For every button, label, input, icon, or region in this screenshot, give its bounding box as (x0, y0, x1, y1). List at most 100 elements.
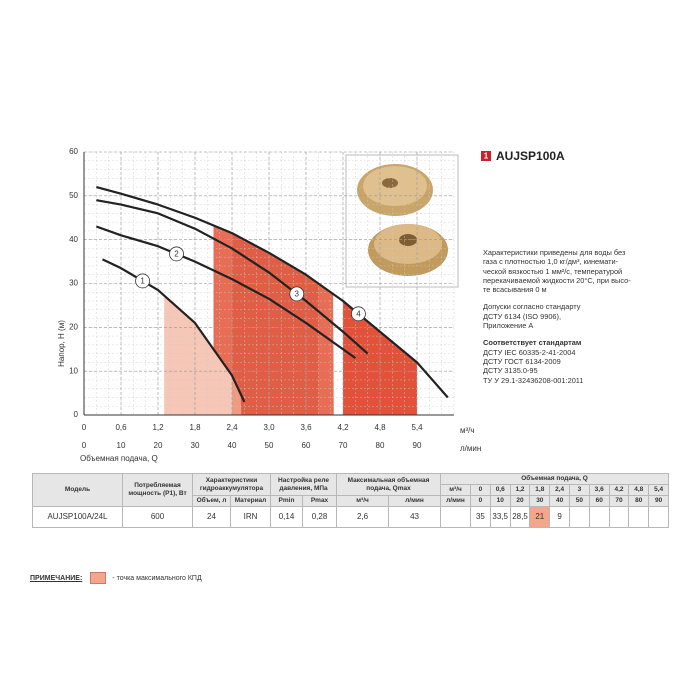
x2-tick-label: 70 (339, 441, 348, 450)
curve-label-circle (169, 246, 184, 262)
y-tick-label: 10 (69, 366, 78, 375)
text-line: Приложение А (483, 321, 534, 331)
table-cell: 10 (489, 495, 511, 507)
table-row: Модель Потребляемая мощность (P1), Вт Хара… (32, 473, 670, 507)
note-text: - точка максимального КПД (112, 574, 202, 582)
table-cell: 90 (648, 495, 670, 507)
x-tick-label: 1,2 (152, 423, 164, 432)
table-cell: IRN (230, 506, 271, 528)
text-line: ДСТУ ГОСТ 6134-2009 (483, 356, 561, 366)
text-line: газа с плотностью 1,0 кг/дм³, кинемати- (483, 257, 619, 267)
table-cell: 600 (122, 506, 193, 528)
text-line: ТУ У 29.1-32436208-001:2011 (483, 375, 584, 385)
x2-tick-label: 10 (117, 441, 126, 450)
note: ПРИМЕЧАНИЕ: - точка максимального КПД (30, 572, 202, 584)
description: Характеристики приведены для воды без газ… (483, 248, 631, 393)
x2-tick-label: 80 (376, 441, 385, 450)
table-cell: 60 (588, 495, 610, 507)
x2-tick-label: 60 (302, 441, 311, 450)
table-cell: Объем, л (192, 495, 231, 507)
table-cell: 3 (569, 484, 590, 496)
text-line: те всасывания 0 м (483, 285, 547, 295)
table-cell (648, 506, 670, 528)
legend-swatch (90, 572, 107, 584)
table-cell: 35 (470, 506, 491, 528)
table-cell: м³/ч (336, 495, 390, 507)
table-cell: 70 (608, 495, 630, 507)
curve-label: 4 (356, 309, 361, 318)
x2-tick-label: 40 (228, 441, 237, 450)
text-line: Характеристики приведены для воды без (483, 248, 626, 257)
table-cell: м³/ч (440, 484, 472, 496)
x-tick-label: 0,6 (115, 423, 127, 432)
x-tick-label: 0 (82, 423, 87, 432)
text-line: ческой вязкостью 1 мм²/с, температурой (483, 266, 623, 276)
curve (102, 258, 246, 403)
x-axis-label: Объемная подача, Q (80, 454, 158, 463)
table-cell: л/мин (388, 495, 442, 507)
table-cell: 0 (470, 495, 491, 507)
table-cell: 24 (192, 506, 231, 528)
table-cell: 2,6 (336, 506, 390, 528)
x2-tick-label: 0 (82, 441, 87, 450)
table-cell: Модель (32, 473, 123, 507)
x2-tick-label: 90 (413, 441, 422, 450)
curve (95, 225, 356, 359)
table-cell: 4,8 (628, 484, 650, 496)
shaded-area (232, 375, 242, 415)
table-cell: 80 (628, 495, 650, 507)
curve-label: 2 (174, 250, 179, 259)
table-cell: 3,6 (588, 484, 610, 496)
table-cell: 9 (549, 506, 570, 528)
table-cell: 1,2 (509, 484, 531, 496)
table-cell: 2,4 (549, 484, 570, 496)
curve-label-circle (289, 286, 305, 302)
table-cell: Pmax (301, 495, 338, 507)
x-tick-label: 4,8 (374, 423, 386, 432)
table-cell (608, 506, 630, 528)
y-tick-label: 30 (69, 279, 78, 288)
paragraph: Характеристики приведены для воды без газ… (483, 248, 631, 294)
table-cell: 28,5 (509, 506, 531, 528)
table-cell: 0,14 (270, 506, 303, 528)
text-line: ДСТУ IEC 60335-2-41-2004 (483, 347, 576, 357)
title-badge (481, 151, 491, 161)
curve-label-circle (135, 273, 150, 289)
table-cell (440, 506, 472, 528)
table-cell: 40 (549, 495, 570, 507)
table-cell: 5,4 (648, 484, 670, 496)
table-cell: Характеристики гидроаккумулятора (192, 473, 271, 496)
curve-label: 3 (295, 290, 300, 299)
table-cell: AUJSP100A/24L (32, 506, 123, 528)
table-cell: 1,8 (529, 484, 551, 496)
spec-table: Модель Потребляемая мощность (P1), Вт Хара… (32, 473, 670, 528)
table-cell (588, 506, 610, 528)
text-line: ДСТУ 6134 (ISO 9906), (483, 311, 562, 321)
x2-tick-label: 30 (191, 441, 200, 450)
table-cell: 0,6 (489, 484, 511, 496)
table-row: м³/ч 0 0,6 1,2 1,8 2,4 3 3,6 4,2 4,8 5,4 (33, 484, 670, 496)
shaded-area (164, 295, 232, 415)
table-cell: Настройка реле давления, МПа (269, 473, 338, 496)
table-cell: 43 (388, 506, 442, 528)
x2-tick-label: 50 (265, 441, 274, 450)
table-cell: 4,2 (608, 484, 630, 496)
table-cell: 50 (569, 495, 590, 507)
table-cell (628, 506, 650, 528)
x-tick-label: 4,2 (337, 423, 349, 432)
text-line: Допуски согласно стандарту (483, 302, 581, 312)
curve (96, 199, 369, 355)
text-line: ДСТУ 3135.0-95 (483, 366, 538, 376)
table-row: AUJSP100A/24L 600 24 IRN 0,14 0,28 2,6 43 35 33,5… (32, 506, 670, 528)
y-tick-label: 60 (69, 147, 78, 156)
paragraph: Соответствует стандартам ДСТУ IEC 60335-2… (483, 338, 631, 384)
table-cell: 0,28 (301, 506, 338, 528)
x-unit: м³/ч (460, 426, 475, 435)
table-cell: Pmin (270, 495, 303, 507)
table-cell: л/мин (440, 495, 472, 507)
table-cell: 20 (509, 495, 531, 507)
y-tick-label: 20 (69, 322, 78, 331)
x-tick-label: 3,6 (300, 423, 312, 432)
